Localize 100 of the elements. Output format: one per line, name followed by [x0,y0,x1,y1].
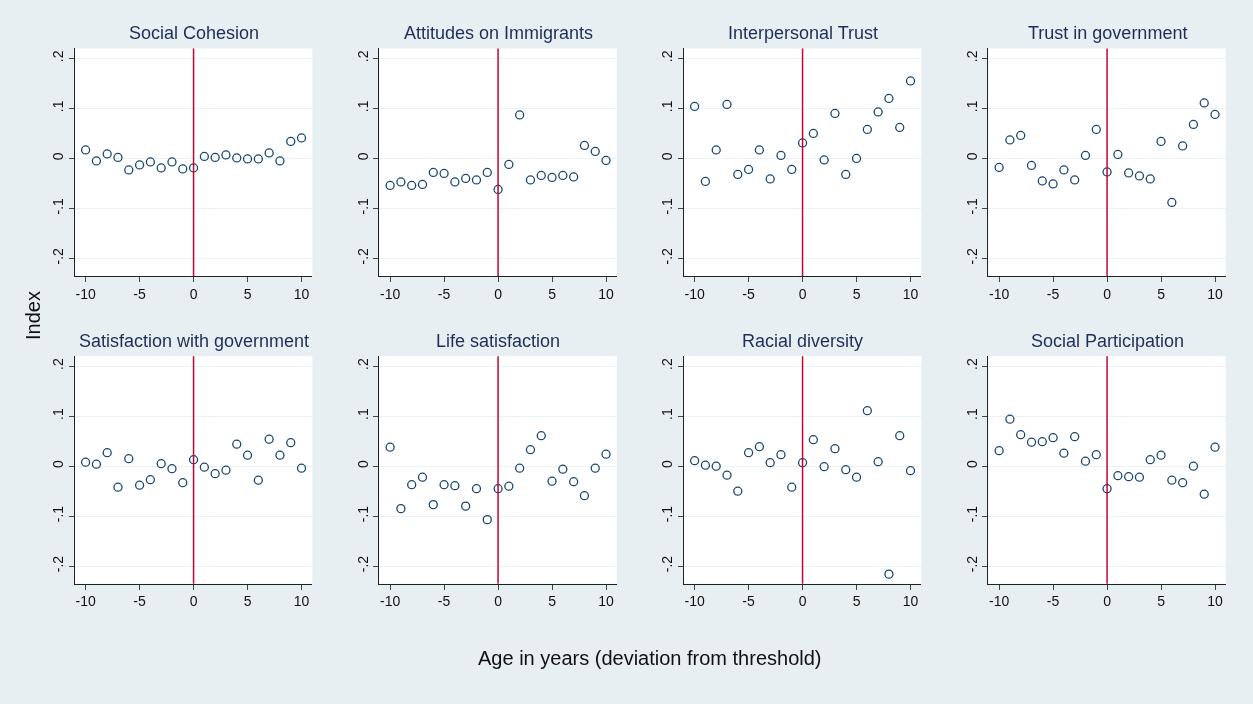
point [461,501,471,511]
point [1102,484,1112,494]
point [819,462,829,472]
point [482,167,492,178]
x-tick-label: -5 [742,593,756,610]
point [1059,165,1069,175]
x-tick-label: -10 [75,593,96,610]
point [221,150,231,160]
y-tick-label: .1 [50,100,67,113]
point [1124,168,1134,178]
point [808,128,819,139]
y-tick-label: .1 [659,100,676,113]
y-tick-label: .2 [963,50,980,63]
point [1156,450,1166,460]
chart-title: Interpersonal Trust [728,23,879,43]
chart-title: Life satisfaction [436,331,561,351]
point [797,458,808,468]
point [1016,130,1026,141]
y-tick-label: 0 [963,459,980,468]
point [1210,109,1220,120]
point [1113,471,1123,481]
chart-title: Social Cohesion [129,23,260,43]
point [113,482,123,492]
point [1199,489,1209,499]
point [428,500,438,510]
x-tick-label: -5 [1046,285,1060,302]
point [873,107,883,117]
x-tick-label: -10 [379,593,401,610]
point [830,444,840,454]
y-tick-label: -.1 [50,197,67,215]
point [787,164,797,175]
point [1177,478,1188,488]
text: Age in years (deviation from threshold) [478,647,822,669]
y-axis-title: Index [21,291,44,341]
point [1167,475,1177,485]
y-tick-label: .1 [354,100,371,113]
point [1167,197,1177,208]
chart-title: Social Participation [1031,331,1185,351]
y-tick-label: 0 [50,152,67,161]
point [221,465,231,475]
point [754,442,765,452]
point [994,162,1004,173]
point [765,458,775,468]
point [407,480,417,490]
point [536,170,546,181]
point [1048,433,1058,443]
point [776,150,786,161]
y-tick-label: -.2 [963,247,980,265]
point [743,164,754,175]
x-tick-label: -5 [437,285,451,302]
y-tick-label: 0 [659,152,676,161]
x-tick-label: 5 [243,593,252,610]
point [102,149,112,159]
y-tick-label: -.2 [50,555,67,573]
y-tick-label: -.2 [963,555,980,573]
point [91,156,102,166]
point [1156,136,1166,147]
x-tick-label: 5 [852,285,861,302]
point [808,435,819,445]
point [482,515,492,525]
point [711,145,721,155]
x-tick-label: 5 [548,285,557,302]
point [851,472,862,482]
point [1026,437,1037,447]
point [536,431,546,441]
point [417,472,428,482]
y-tick-label: .2 [659,358,676,370]
y-tick-label: -.1 [659,505,676,523]
point [558,170,568,181]
point [124,454,134,464]
x-tick-label: -5 [1046,593,1060,610]
point [1091,124,1101,135]
x-tick-label: 5 [1157,593,1166,610]
point [590,146,600,157]
y-tick-label: .2 [50,358,67,370]
y-tick-label: .1 [963,100,980,113]
point [1145,455,1155,465]
point [841,169,851,180]
point [1134,472,1145,482]
chart-title: Racial diversity [742,331,864,351]
point [1016,430,1026,440]
point [1124,472,1134,482]
point [264,148,274,158]
y-tick-label: .1 [659,408,676,420]
y-tick-label: -.1 [963,197,980,215]
x-tick-label: 0 [798,285,807,302]
point [232,439,242,449]
point [884,93,894,104]
point [1080,456,1091,466]
x-tick-label: 10 [293,593,310,610]
y-tick-label: 0 [354,152,371,161]
x-tick-label: 10 [1207,593,1224,610]
point [797,138,808,148]
point [296,133,307,143]
point [80,145,91,155]
point [178,164,188,174]
point [124,165,134,175]
point [1080,150,1091,161]
point [1037,437,1047,447]
point [819,155,829,165]
